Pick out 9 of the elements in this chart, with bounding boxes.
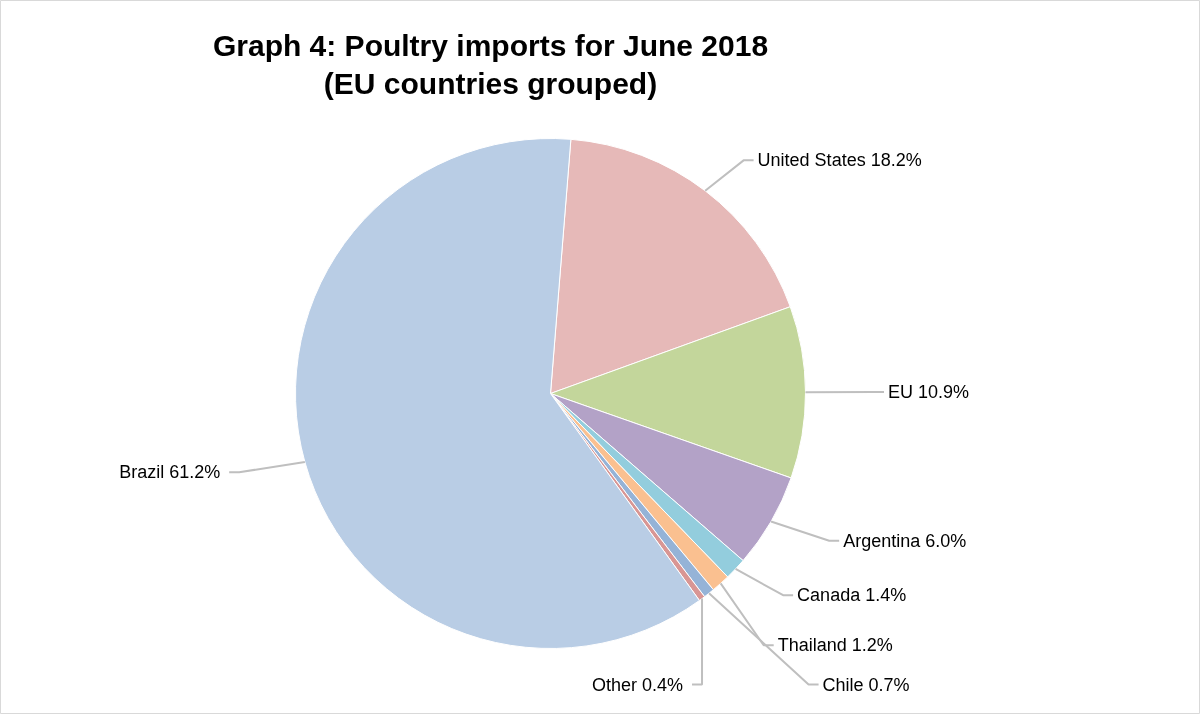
slice-label: Canada 1.4% xyxy=(797,585,907,606)
slice-label: Brazil 61.2% xyxy=(119,462,221,483)
slice-label: United States 18.2% xyxy=(757,150,922,171)
slice-label: Other 0.4% xyxy=(591,674,684,695)
slice-label: Chile 0.7% xyxy=(822,674,910,695)
slice-label: Thailand 1.2% xyxy=(777,635,893,656)
slice-label: Argentina 6.0% xyxy=(843,530,967,551)
slice-label: EU 10.9% xyxy=(888,382,970,403)
chart-title: Graph 4: Poultry imports for June 2018 (EU countries grouped) xyxy=(212,29,769,100)
